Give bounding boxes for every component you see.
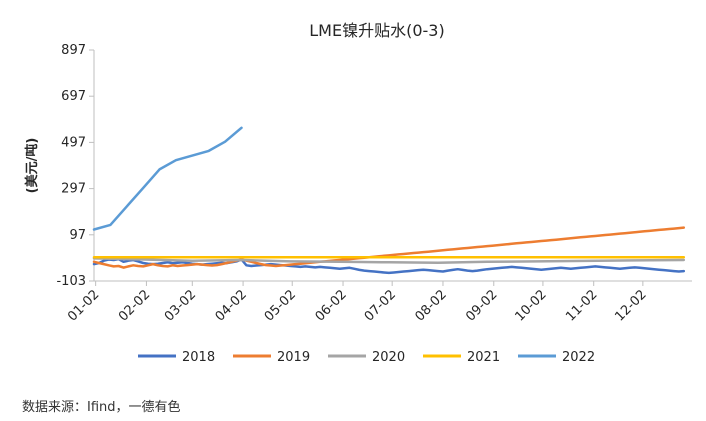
y-axis-label: (美元/吨)	[24, 138, 40, 194]
legend-label-2021: 2021	[467, 350, 500, 365]
series-line-2020	[92, 257, 686, 265]
x-tick-label: 10-02	[512, 287, 549, 324]
legend-label-2019: 2019	[277, 350, 310, 365]
x-tick-label: 09-02	[463, 287, 500, 324]
y-tick-label: 697	[61, 89, 86, 104]
x-tick-label: 06-02	[313, 287, 350, 324]
y-tick-label: 297	[61, 182, 86, 197]
x-tick-label: 11-02	[563, 287, 600, 324]
x-tick-label: 04-02	[213, 287, 250, 324]
legend-label-2018: 2018	[182, 350, 215, 365]
x-tick-label: 02-02	[116, 287, 153, 324]
source-note: 数据来源：Ifind，一德有色	[22, 400, 181, 415]
series-line-2019	[92, 226, 686, 269]
x-tick-label: 12-02	[612, 287, 649, 324]
x-tick-label: 05-02	[262, 287, 299, 324]
y-tick-label: 97	[69, 228, 86, 243]
y-tick-label: 497	[61, 135, 86, 150]
x-tick-label: 03-02	[162, 287, 199, 324]
y-tick-label: -103	[56, 274, 86, 289]
x-tick-label: 01-02	[65, 287, 102, 324]
x-tick-label: 08-02	[412, 287, 449, 324]
legend-label-2020: 2020	[372, 350, 405, 365]
chart-title: LME镍升贴水(0-3)	[309, 21, 444, 40]
series-line-2022	[92, 126, 243, 231]
legend-label-2022: 2022	[562, 350, 595, 365]
y-tick-label: 897	[61, 43, 86, 58]
x-tick-label: 07-02	[362, 287, 399, 324]
